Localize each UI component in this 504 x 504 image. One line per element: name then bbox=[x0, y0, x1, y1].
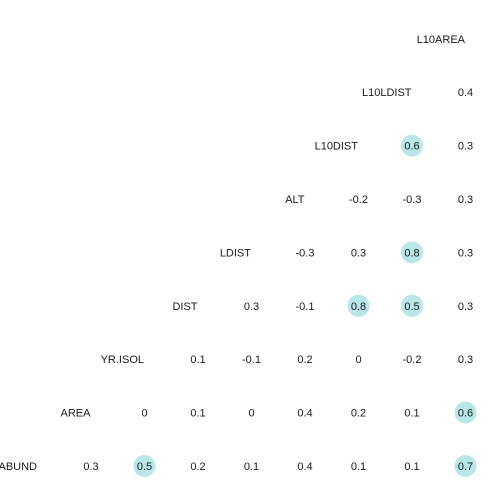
value-dist-ldist: 0.3 bbox=[244, 301, 259, 313]
value-ldist-alt: -0.3 bbox=[296, 247, 315, 259]
value-abund-yr-isol: 0.5 bbox=[137, 461, 152, 473]
highlight-circle-ldist-l10ldist bbox=[401, 241, 423, 264]
value-area-yr-isol: 0 bbox=[141, 408, 147, 420]
value-l10ldist-l10area: 0.4 bbox=[458, 87, 473, 99]
value-abund-l10area: 0.7 bbox=[458, 461, 473, 473]
value-area-l10ldist: 0.1 bbox=[404, 408, 419, 420]
value-ldist-l10ldist: 0.8 bbox=[404, 247, 419, 259]
value-ldist-l10dist: 0.3 bbox=[351, 247, 366, 259]
highlight-circle-abund-yr-isol bbox=[133, 455, 156, 477]
highlight-circle-dist-l10dist bbox=[347, 294, 370, 317]
value-area-ldist: 0 bbox=[248, 408, 254, 420]
variable-labels: ABUND AREA YR.ISOL DIST LDIST ALT L10DIST L10LD… bbox=[0, 34, 466, 473]
value-area-l10area: 0.6 bbox=[458, 408, 473, 420]
variable-label-yr-isol: YR.ISOL bbox=[101, 354, 144, 366]
value-dist-alt: -0.1 bbox=[296, 301, 315, 313]
variable-label-ldist: LDIST bbox=[220, 247, 251, 259]
value-l10dist-l10area: 0.3 bbox=[458, 141, 473, 153]
value-area-dist: 0.1 bbox=[190, 408, 205, 420]
highlight-circle-dist-l10ldist bbox=[401, 294, 423, 317]
variable-label-abund: ABUND bbox=[0, 461, 37, 473]
value-dist-l10area: 0.3 bbox=[458, 301, 473, 313]
value-abund-area: 0.3 bbox=[83, 461, 98, 473]
value-yr-isol-l10ldist: -0.2 bbox=[403, 354, 422, 366]
variable-label-dist: DIST bbox=[172, 301, 197, 313]
value-yr-isol-dist: 0.1 bbox=[190, 354, 205, 366]
highlight-circle-area-l10area bbox=[454, 401, 477, 424]
value-area-l10dist: 0.2 bbox=[351, 408, 366, 420]
variable-label-alt: ALT bbox=[285, 194, 305, 206]
value-area-alt: 0.4 bbox=[297, 408, 312, 420]
value-abund-ldist: 0.1 bbox=[244, 461, 259, 473]
value-abund-alt: 0.4 bbox=[297, 461, 312, 473]
variable-label-area: AREA bbox=[61, 408, 92, 420]
value-yr-isol-l10dist: 0 bbox=[355, 354, 361, 366]
correlation-values: 0.3 0.5 0.2 0.1 0.4 0.1 0.1 0.7 0 0.1 0 0.4 0.2 0.1 0.… bbox=[83, 87, 473, 473]
value-alt-l10dist: -0.2 bbox=[349, 194, 368, 206]
value-yr-isol-l10area: 0.3 bbox=[458, 354, 473, 366]
variable-label-l10dist: L10DIST bbox=[315, 141, 359, 153]
highlight-circle-abund-l10area bbox=[454, 455, 477, 477]
variable-label-l10area: L10AREA bbox=[417, 34, 466, 46]
highlight-circle-l10dist-l10ldist bbox=[401, 134, 423, 157]
value-ldist-l10area: 0.3 bbox=[458, 247, 473, 259]
value-abund-l10ldist: 0.1 bbox=[404, 461, 419, 473]
variable-label-l10ldist: L10LDIST bbox=[362, 87, 412, 99]
value-l10dist-l10ldist: 0.6 bbox=[404, 141, 419, 153]
value-alt-l10ldist: -0.3 bbox=[403, 194, 422, 206]
highlight-circles bbox=[133, 134, 477, 477]
value-dist-l10ldist: 0.5 bbox=[404, 301, 419, 313]
value-alt-l10area: 0.3 bbox=[458, 194, 473, 206]
value-yr-isol-alt: 0.2 bbox=[297, 354, 312, 366]
value-abund-dist: 0.2 bbox=[190, 461, 205, 473]
value-yr-isol-ldist: -0.1 bbox=[242, 354, 261, 366]
value-dist-l10dist: 0.8 bbox=[351, 301, 366, 313]
value-abund-l10dist: 0.1 bbox=[351, 461, 366, 473]
